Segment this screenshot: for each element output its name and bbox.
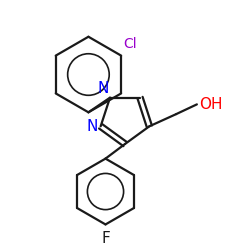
Text: Cl: Cl (124, 37, 137, 51)
Text: OH: OH (199, 97, 222, 112)
Text: N: N (97, 82, 109, 96)
Text: N: N (87, 119, 98, 134)
Text: F: F (101, 230, 110, 246)
